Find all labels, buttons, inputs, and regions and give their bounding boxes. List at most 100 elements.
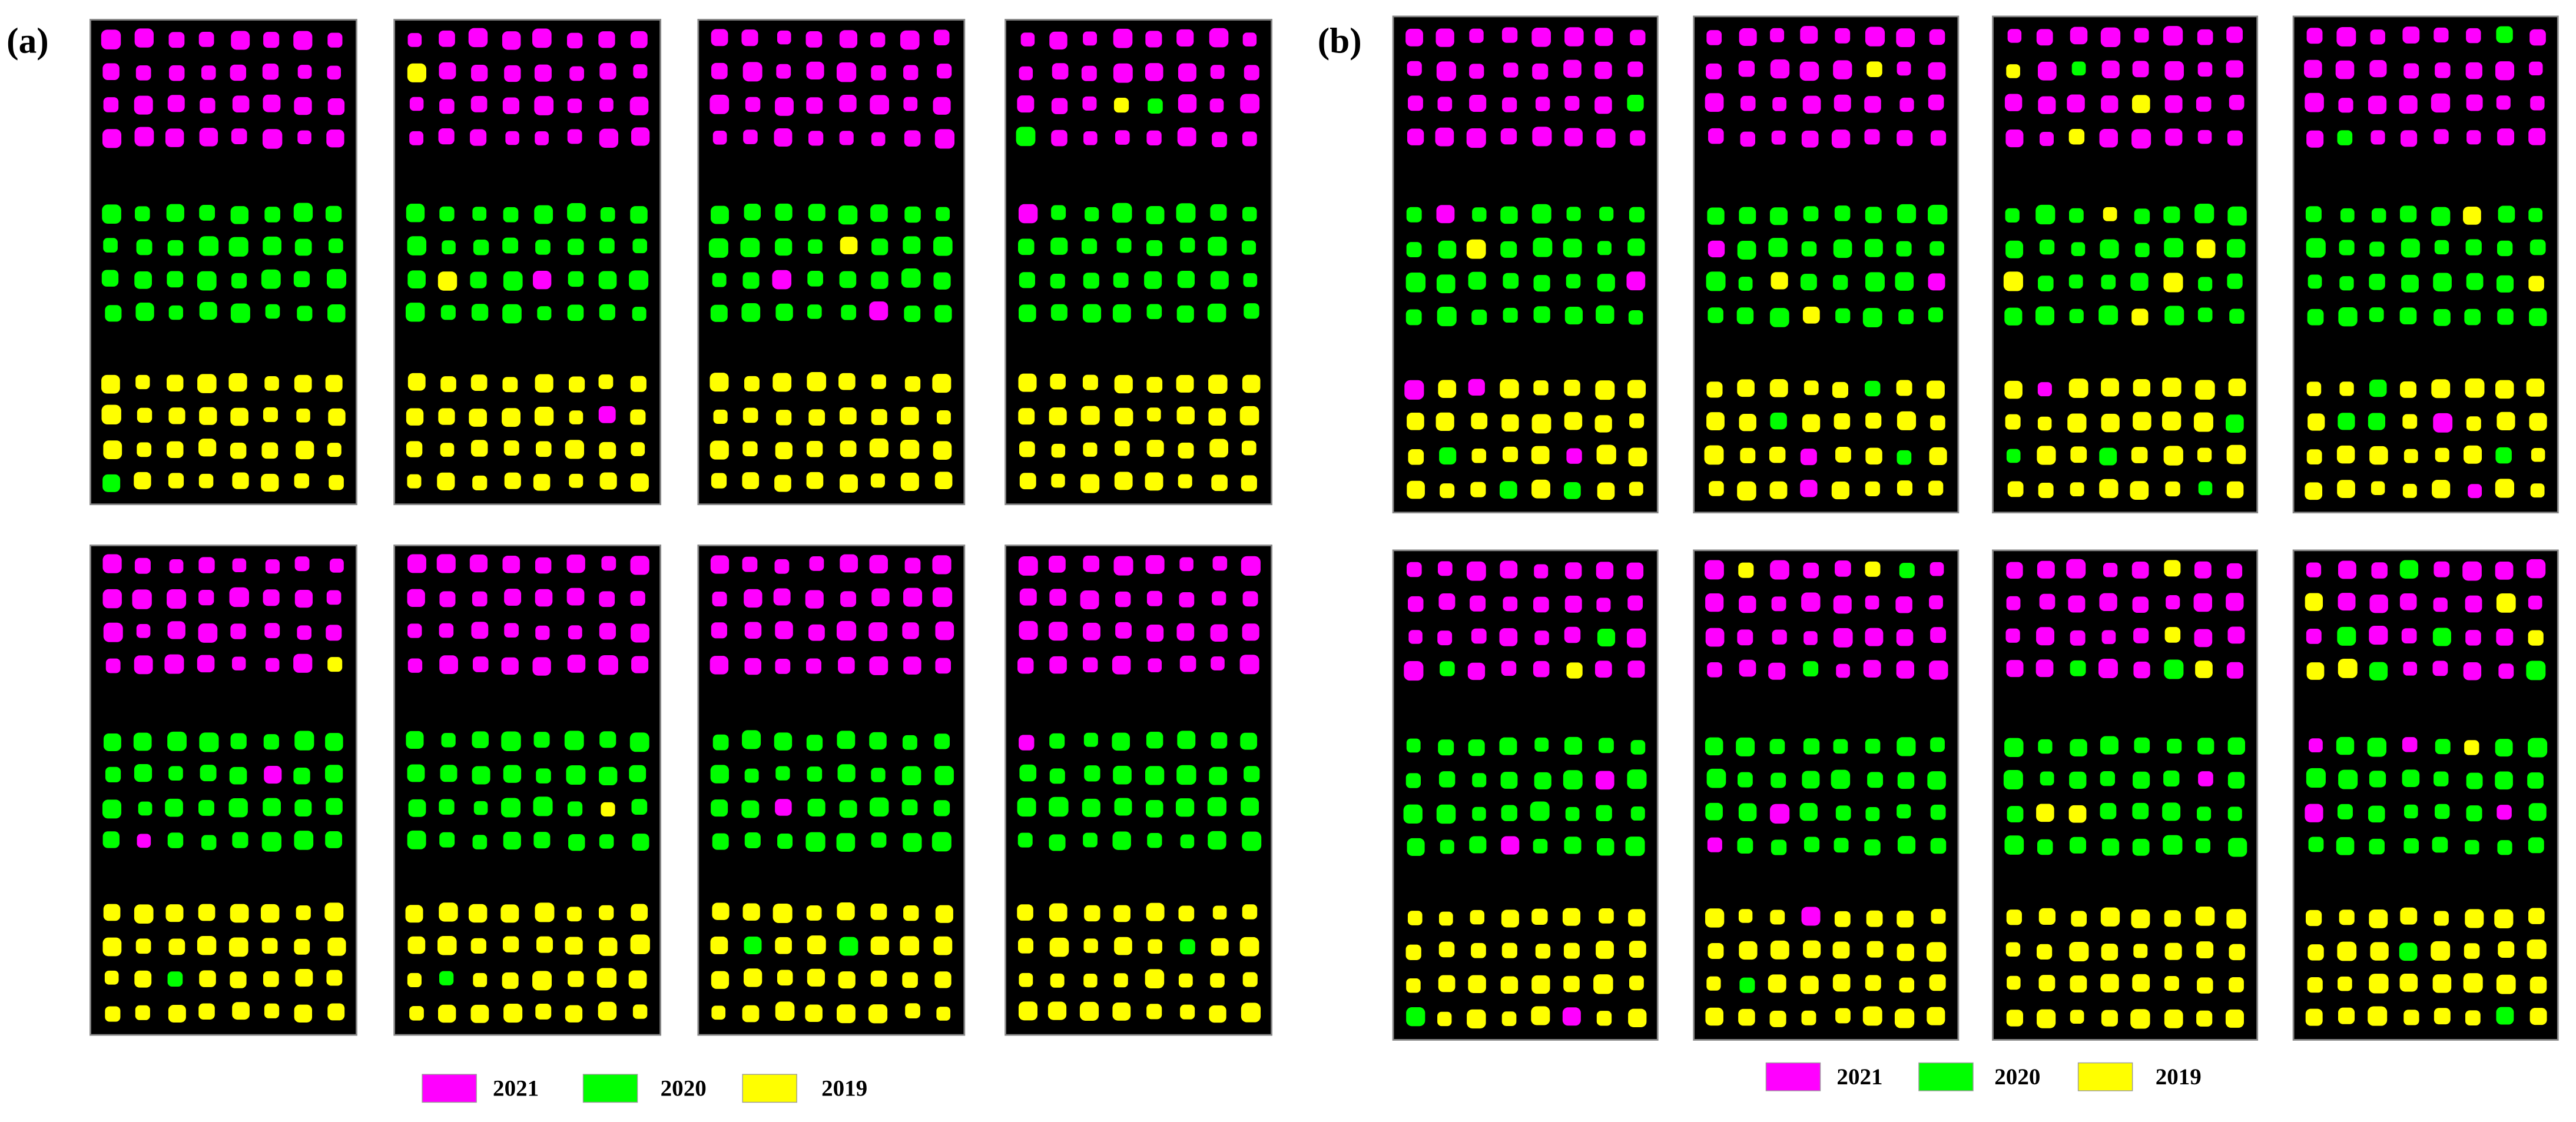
plot-patch xyxy=(1596,305,1614,324)
plot-patch xyxy=(1405,28,1423,47)
plot-patch xyxy=(1835,805,1851,821)
plot-patch xyxy=(1705,737,1723,756)
plot-patch xyxy=(1862,1006,1882,1026)
plot-patch xyxy=(1929,447,1947,466)
plot-patch xyxy=(808,624,825,641)
plot-patch xyxy=(1800,480,1818,497)
plot-patch xyxy=(1629,941,1646,958)
plot-patch xyxy=(1865,447,1882,465)
plot-patch xyxy=(1436,804,1456,824)
plot-patch xyxy=(228,237,248,257)
plot-patch xyxy=(102,831,120,848)
plot-patch xyxy=(327,32,343,48)
panel-label: (b) xyxy=(1318,21,1362,61)
plot-patch xyxy=(295,968,313,987)
plot-patch xyxy=(325,205,342,223)
plot-patch xyxy=(2465,909,2484,928)
plot-patch xyxy=(2465,839,2479,855)
plot-patch xyxy=(807,371,827,391)
plot-patch xyxy=(742,903,760,921)
plot-patch xyxy=(1018,373,1037,392)
plot-patch xyxy=(2038,908,2056,925)
plot-patch xyxy=(1799,61,1819,81)
plot-patch xyxy=(472,475,488,490)
plot-patch xyxy=(2432,974,2452,993)
plot-patch xyxy=(2337,130,2353,145)
plot-patch xyxy=(2305,593,2323,611)
plot-patch xyxy=(1831,482,1849,500)
plot-patch xyxy=(1706,412,1725,430)
plot-patch xyxy=(1180,834,1195,849)
plot-patch xyxy=(1500,241,1517,258)
plot-patch xyxy=(1051,473,1065,488)
plot-patch xyxy=(1209,1005,1226,1023)
plot-patch xyxy=(2163,26,2183,46)
plot-patch xyxy=(1114,375,1133,394)
plot-patch xyxy=(2036,804,2054,822)
plot-patch xyxy=(2226,662,2243,679)
plot-patch xyxy=(2308,944,2324,961)
plot-patch xyxy=(1897,804,1911,819)
plot-patch xyxy=(2165,128,2183,146)
plot-patch xyxy=(712,734,729,751)
plot-patch xyxy=(2465,239,2482,255)
plot-patch xyxy=(776,64,791,79)
plot-patch xyxy=(775,659,791,674)
plot-patch xyxy=(2035,659,2054,678)
plot-patch xyxy=(1566,274,1581,289)
plot-patch xyxy=(439,971,454,985)
plot-patch xyxy=(934,766,954,785)
plot-patch xyxy=(2495,562,2514,580)
plot-patch xyxy=(1466,239,1486,259)
plot-patch xyxy=(441,733,456,748)
plot-patch xyxy=(535,131,549,145)
plot-patch xyxy=(774,559,790,574)
plot-patch xyxy=(904,306,921,322)
plot-patch xyxy=(1865,481,1880,497)
plot-patch xyxy=(1083,31,1098,46)
plot-patch xyxy=(1016,127,1036,147)
plot-patch xyxy=(2099,593,2117,612)
plot-patch xyxy=(2369,274,2385,290)
plot-patch xyxy=(327,443,342,457)
plot-patch xyxy=(870,95,890,115)
plot-patch xyxy=(1050,237,1068,255)
plot-patch xyxy=(2434,771,2449,786)
plot-patch xyxy=(1049,768,1065,784)
plot-patch xyxy=(712,130,727,145)
plot-patch xyxy=(1144,271,1162,289)
plot-patch xyxy=(439,623,454,638)
plot-patch xyxy=(1211,732,1228,749)
plot-patch xyxy=(1835,1008,1851,1024)
plot-patch xyxy=(2131,129,2151,149)
plot-patch xyxy=(1740,95,1756,111)
plot-patch xyxy=(629,765,647,782)
plot-patch xyxy=(1627,238,1645,256)
map-background xyxy=(393,19,662,506)
plot-patch xyxy=(2435,62,2451,78)
plot-patch xyxy=(1437,97,1453,112)
plot-patch xyxy=(1564,626,1581,643)
plot-patch xyxy=(710,304,728,322)
plot-patch xyxy=(1503,596,1518,612)
plot-patch xyxy=(2070,975,2087,992)
plot-patch xyxy=(1209,766,1228,785)
plot-patch xyxy=(2040,771,2054,786)
plot-patch xyxy=(2466,805,2482,822)
plot-patch xyxy=(838,971,856,989)
plot-patch xyxy=(1630,806,1645,821)
plot-patch xyxy=(1929,562,1944,576)
plot-patch xyxy=(2340,208,2355,223)
plot-patch xyxy=(1405,309,1422,326)
plot-patch xyxy=(903,905,919,921)
plot-patch xyxy=(264,1003,280,1018)
plot-patch xyxy=(1049,622,1068,641)
plot-patch xyxy=(631,127,650,146)
plot-patch xyxy=(2403,838,2419,854)
plot-patch xyxy=(1564,96,1580,111)
plot-patch xyxy=(2466,130,2481,145)
plot-patch xyxy=(2100,736,2119,755)
plot-patch xyxy=(1833,595,1852,614)
plot-patch xyxy=(2527,772,2544,789)
plot-patch xyxy=(2069,208,2084,223)
